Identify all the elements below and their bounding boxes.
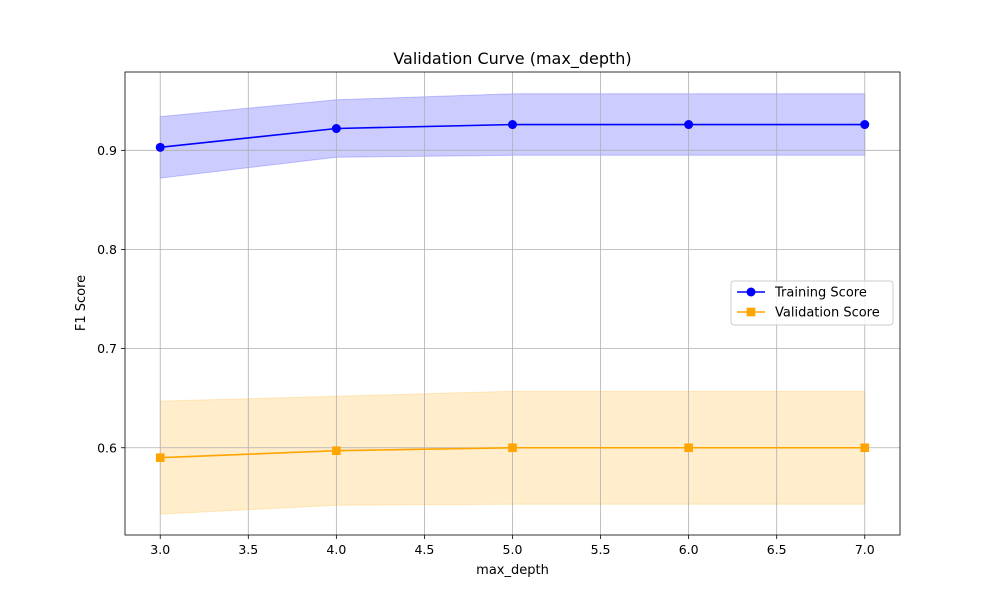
data-point-training [684, 120, 694, 130]
x-tick-label: 5.5 [591, 542, 611, 557]
data-point-validation [332, 446, 341, 456]
y-tick-label: 0.6 [97, 440, 117, 455]
data-point-validation [508, 443, 517, 453]
x-tick-label: 6.0 [679, 542, 699, 557]
legend: Training Score Validation Score [730, 280, 894, 326]
plot-area: 3.0 3.5 4.0 4.5 5.0 5.5 6.0 6.5 7.0 0.6 0.7 0.8 0.9 [97, 71, 901, 557]
data-point-training [860, 120, 870, 130]
data-point-validation [155, 453, 165, 462]
data-point-training [508, 120, 517, 130]
legend-marker-validation [746, 307, 756, 317]
x-tick-label: 4.5 [414, 542, 434, 557]
x-tick-label: 3.0 [150, 542, 170, 557]
data-point-validation [684, 443, 693, 453]
data-point-training [331, 124, 341, 134]
y-tick-label: 0.8 [97, 242, 117, 257]
legend-box [730, 280, 894, 326]
legend-label-validation: Validation Score [775, 306, 880, 321]
y-axis-label: F1 Score [74, 275, 89, 331]
data-point-training [155, 142, 165, 152]
x-tick-label: 3.5 [238, 542, 258, 557]
y-tick-label: 0.9 [97, 143, 117, 158]
x-tick-label: 4.0 [326, 542, 346, 557]
x-axis-label: max_depth [476, 563, 549, 578]
legend-marker-training [746, 287, 756, 297]
chart-title: Validation Curve (max_depth) [393, 49, 631, 69]
legend-label-training: Training Score [774, 286, 867, 301]
x-tick-label: 6.5 [767, 542, 787, 557]
x-tick-label: 7.0 [855, 542, 875, 557]
y-tick-label: 0.7 [97, 341, 117, 356]
data-point-validation [860, 443, 870, 453]
x-tick-label: 5.0 [503, 542, 523, 557]
